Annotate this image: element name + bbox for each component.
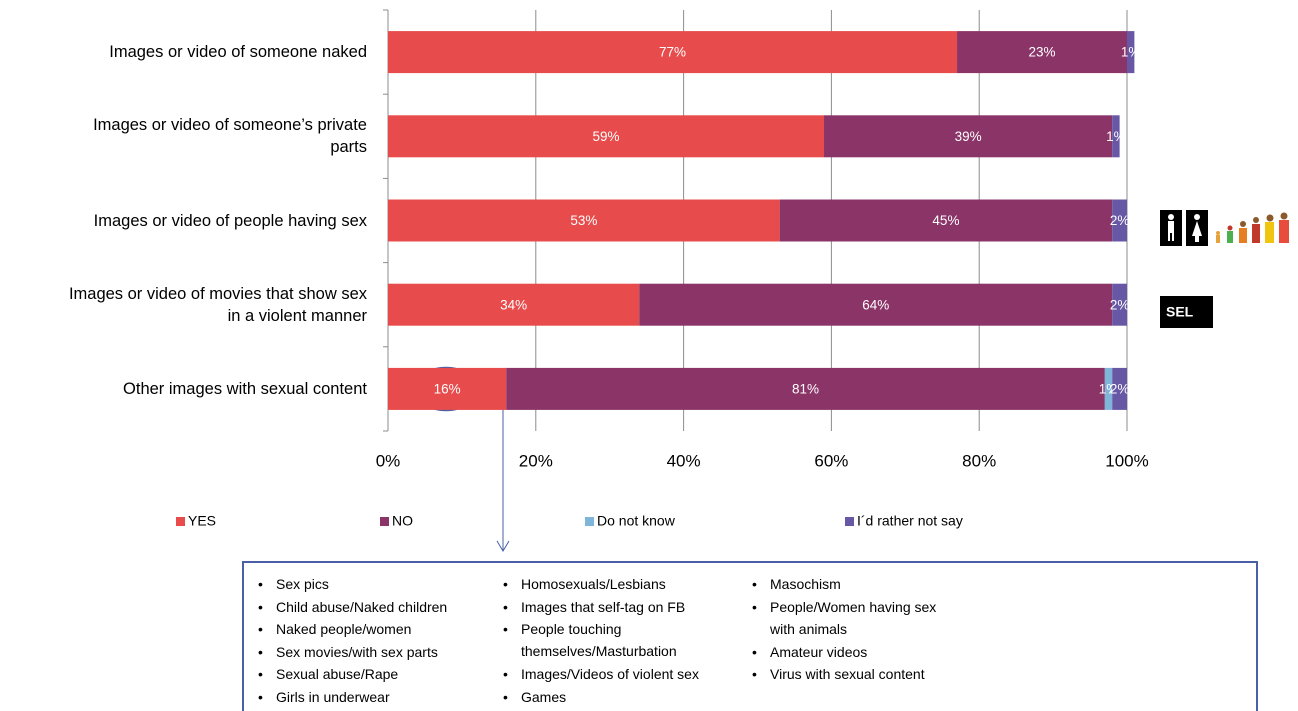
note-item: Sex pics: [258, 573, 329, 595]
legend-marker: [176, 517, 185, 526]
note-item: Sex movies/with sex parts: [258, 641, 438, 663]
legend-label: I´d rather not say: [857, 513, 963, 529]
x-tick-label: 60%: [814, 451, 848, 470]
data-label: 64%: [862, 297, 889, 312]
legend-marker: [845, 517, 854, 526]
bar-segment: [1104, 367, 1113, 410]
note-item: Girls in underwear: [258, 686, 390, 708]
note-item: Amateur videos: [752, 641, 867, 663]
legend-label: Do not know: [597, 513, 676, 529]
data-label: 1%: [1106, 129, 1126, 144]
family-icons: [1216, 212, 1289, 243]
note-item: Naked people/women: [258, 618, 411, 640]
data-label: 39%: [955, 129, 982, 144]
data-label: 2%: [1110, 297, 1130, 312]
bar-segment: [824, 115, 1113, 158]
notes-box: [242, 561, 1258, 711]
legend-marker: [585, 517, 594, 526]
legend-marker: [380, 517, 389, 526]
data-label: 34%: [500, 297, 527, 312]
note-item: Games: [503, 686, 566, 708]
bar-segment: [779, 199, 1113, 242]
bar-segment: [388, 31, 958, 74]
y-tick-label: Images or video of movies that show sex …: [68, 284, 367, 325]
note-item: Virus with sexual content: [752, 663, 925, 685]
y-tick-label: Images or video of someone’s private par…: [93, 116, 367, 157]
x-tick-label: 80%: [962, 451, 996, 470]
bar-segment: [1112, 115, 1120, 158]
note-item: Images that self-tag on FB: [503, 596, 685, 618]
arrow-head: [496, 540, 510, 552]
y-tick-label: Images or video of people having sex: [93, 211, 367, 230]
bar-segment: [506, 367, 1105, 410]
note-item: People/Women having sex with animals: [752, 596, 936, 640]
data-label: 77%: [659, 45, 686, 60]
bar-segment: [1127, 31, 1135, 74]
data-label: 45%: [932, 213, 959, 228]
bar-segment: [388, 199, 780, 242]
x-tick-label: 20%: [519, 451, 553, 470]
note-item: Images/Videos of violent sex: [503, 663, 699, 685]
legend-label: NO: [392, 513, 413, 529]
x-tick-label: 0%: [376, 451, 401, 470]
data-label: 2%: [1110, 213, 1130, 228]
note-item: Sexual abuse/Rape: [258, 663, 398, 685]
data-label: 23%: [1028, 45, 1055, 60]
data-label: 53%: [570, 213, 597, 228]
gender-icons: [1160, 210, 1208, 246]
note-item: Masochism: [752, 573, 841, 595]
y-tick-label: Images or video of someone naked: [109, 43, 367, 62]
data-label: 59%: [592, 129, 619, 144]
note-item: Child abuse/Naked children: [258, 596, 447, 618]
bar-segment: [388, 283, 640, 326]
bar-segment: [639, 283, 1113, 326]
x-tick-label: 100%: [1105, 451, 1148, 470]
badge-box: [1160, 296, 1213, 328]
note-item: People touching themselves/Masturbation: [503, 618, 677, 662]
bar-segment: [1112, 199, 1127, 242]
data-label: 1%: [1121, 45, 1141, 60]
legend-label: YES: [188, 513, 216, 529]
note-item: Homosexuals/Lesbians: [503, 573, 666, 595]
bar-segment: [388, 367, 507, 410]
data-label: 2%: [1110, 381, 1130, 396]
bar-segment: [957, 31, 1127, 74]
data-label: 16%: [434, 381, 461, 396]
y-tick-label: Other images with sexual content: [123, 379, 367, 398]
bar-segment: [1112, 283, 1127, 326]
x-tick-label: 40%: [667, 451, 701, 470]
badge: SEL: [1166, 304, 1194, 320]
data-label: 81%: [792, 381, 819, 396]
bar-segment: [1112, 367, 1127, 410]
bar-segment: [388, 115, 825, 158]
